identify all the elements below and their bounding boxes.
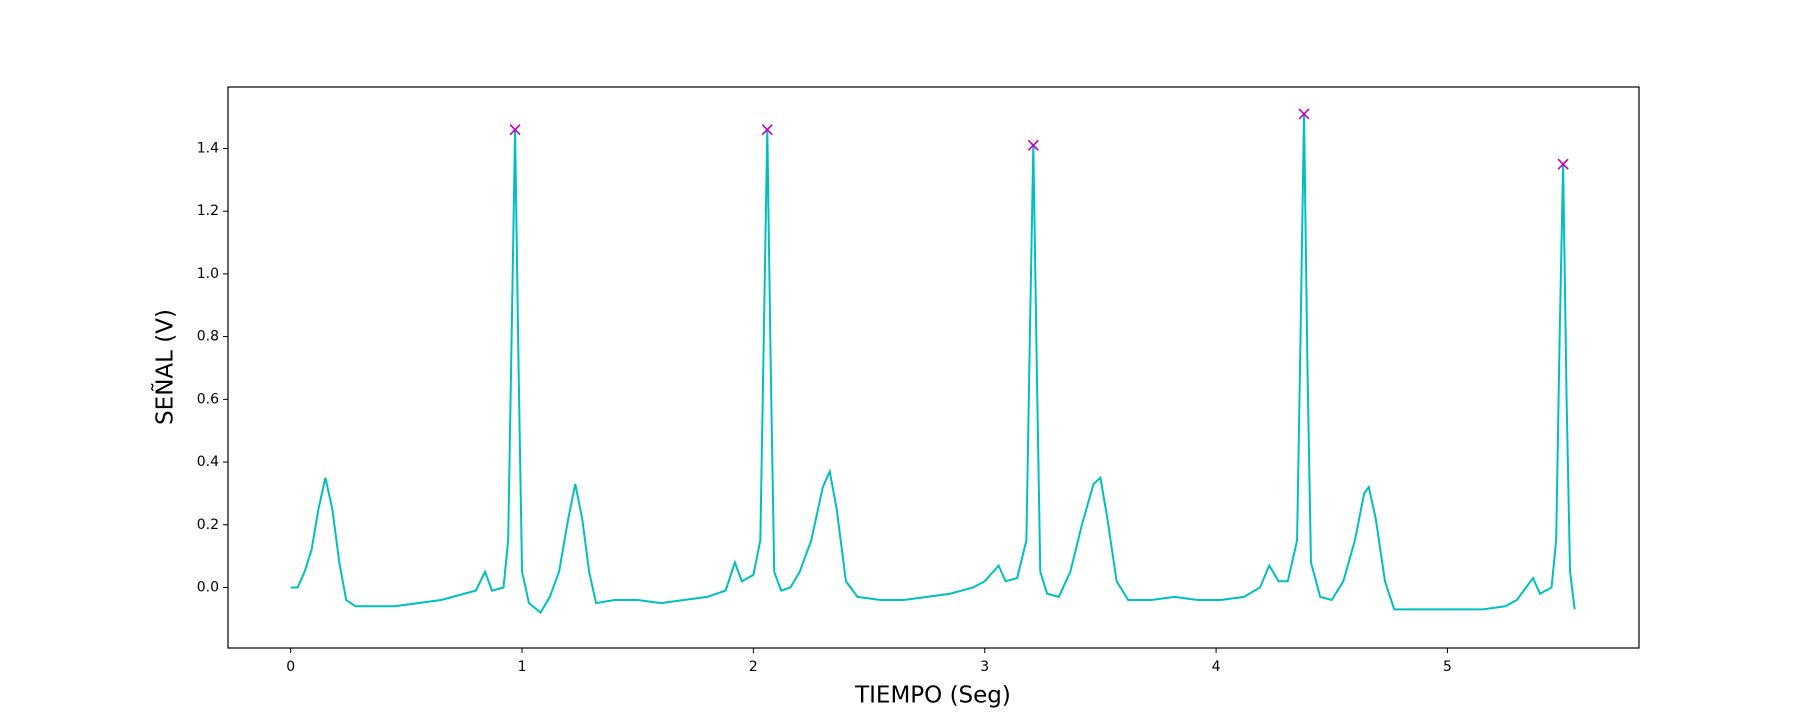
y-tick-label: 0.6 xyxy=(197,391,219,407)
y-tick-label: 0.0 xyxy=(197,579,219,595)
y-axis-label: SEÑAL (V) xyxy=(151,309,179,425)
y-tick-label: 1.0 xyxy=(197,266,219,282)
plot-frame xyxy=(227,86,1640,649)
peak-marker xyxy=(1298,108,1310,120)
peak-marker xyxy=(1027,139,1039,151)
y-tick-label: 0.2 xyxy=(197,517,219,533)
x-tick-label: 4 xyxy=(1212,659,1221,675)
y-tick-label: 1.2 xyxy=(197,203,219,219)
peak-marker xyxy=(509,124,521,136)
x-tick-label: 2 xyxy=(749,659,758,675)
x-tick-label: 0 xyxy=(286,659,295,675)
x-tick-label: 5 xyxy=(1443,659,1452,675)
peak-marker xyxy=(1557,158,1569,170)
signal-line xyxy=(290,113,1576,615)
peak-marker xyxy=(761,124,773,136)
x-tick-label: 1 xyxy=(518,659,527,675)
x-axis-label: TIEMPO (Seg) xyxy=(854,683,1011,709)
y-tick-label: 1.4 xyxy=(197,140,219,156)
x-tick-label: 3 xyxy=(980,659,989,675)
y-tick-label: 0.4 xyxy=(197,454,219,470)
y-tick-label: 0.8 xyxy=(197,329,219,345)
